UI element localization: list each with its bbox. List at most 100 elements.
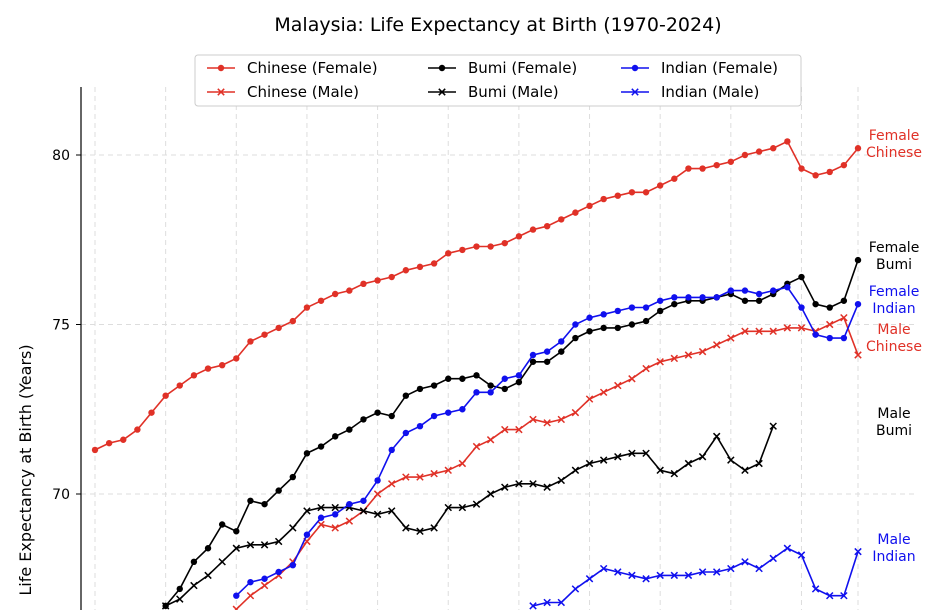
point-indian_male — [783, 544, 792, 552]
point-bumi_female — [346, 426, 353, 433]
point-bumi_female — [656, 307, 664, 315]
end-label-indian_male: Male Indian — [872, 532, 915, 565]
point-chinese_male — [486, 436, 495, 444]
point-bumi_male — [755, 459, 763, 468]
point-bumi_male — [472, 500, 481, 508]
legend-swatch-marker — [438, 88, 446, 96]
point-bumi_female — [558, 348, 565, 355]
point-chinese_male — [458, 459, 467, 468]
point-chinese_male — [345, 517, 354, 525]
point-chinese_female — [572, 209, 579, 216]
point-chinese_male — [246, 591, 255, 600]
point-bumi_male — [416, 527, 424, 536]
point-chinese_male — [854, 351, 862, 359]
point-indian_male — [628, 571, 636, 580]
point-indian_male — [557, 598, 566, 607]
point-chinese_male — [472, 442, 481, 451]
point-indian_female — [614, 307, 621, 315]
point-chinese_female — [826, 168, 833, 176]
y-axis-label: Life Expectancy at Birth (Years) — [16, 344, 35, 595]
point-bumi_male — [585, 459, 594, 468]
point-chinese_female — [642, 189, 650, 196]
point-bumi_male — [712, 432, 721, 441]
series-indian_female — [233, 284, 862, 599]
point-chinese_female — [402, 267, 410, 274]
legend-swatch-marker — [217, 88, 225, 96]
point-chinese_male — [387, 480, 396, 488]
point-indian_male — [585, 575, 594, 583]
point-bumi_female — [402, 392, 410, 399]
point-bumi_female — [374, 409, 381, 416]
point-bumi_female — [360, 416, 367, 423]
point-indian_female — [275, 568, 282, 576]
point-indian_male — [684, 571, 693, 580]
point-bumi_female — [190, 558, 198, 565]
point-indian_male — [769, 554, 777, 563]
legend-swatch-marker — [438, 64, 446, 72]
point-chinese_female — [741, 151, 749, 159]
point-indian_female — [642, 304, 650, 311]
point-chinese_female — [671, 175, 678, 182]
point-chinese_female — [148, 409, 155, 416]
point-bumi_female — [501, 385, 508, 393]
series-chinese_female — [91, 138, 862, 454]
point-bumi_male — [331, 503, 339, 512]
point-chinese_female — [416, 263, 424, 271]
point-bumi_female — [840, 297, 848, 304]
point-bumi_male — [698, 452, 707, 461]
legend-swatch-marker — [217, 64, 225, 72]
legend-label: Bumi (Male) — [468, 83, 559, 101]
point-bumi_male — [529, 480, 537, 488]
point-chinese_female — [346, 287, 353, 294]
point-bumi_male — [769, 422, 777, 430]
point-bumi_male — [486, 490, 495, 498]
point-indian_male — [727, 564, 735, 573]
point-chinese_female — [204, 365, 212, 372]
point-bumi_male — [218, 558, 226, 566]
point-chinese_female — [289, 317, 297, 325]
point-indian_male — [698, 568, 707, 576]
point-chinese_female — [120, 436, 127, 443]
point-chinese_male — [840, 313, 848, 322]
point-chinese_male — [741, 327, 749, 336]
point-bumi_female — [515, 378, 523, 386]
point-indian_male — [571, 585, 580, 593]
point-chinese_male — [373, 490, 382, 498]
y-ticks: 70 75 80 — [52, 148, 81, 503]
point-indian_female — [798, 304, 805, 311]
legend-swatch-marker — [631, 64, 639, 72]
point-chinese_female — [162, 392, 169, 399]
point-chinese_female — [812, 172, 819, 179]
point-chinese_male — [515, 425, 523, 434]
point-bumi_male — [670, 469, 679, 478]
y-tick-label: 70 — [52, 487, 70, 503]
point-chinese_female — [628, 189, 636, 196]
point-chinese_male — [698, 347, 707, 356]
legend-label: Indian (Female) — [661, 59, 778, 77]
point-chinese_male — [232, 605, 241, 613]
point-chinese_male — [260, 581, 269, 590]
point-chinese_female — [247, 338, 254, 345]
point-chinese_female — [430, 260, 438, 267]
point-bumi_male — [599, 456, 608, 464]
point-chinese_female — [190, 372, 198, 379]
point-chinese_female — [275, 324, 282, 332]
legend-item-chinese_female: Chinese (Female) — [207, 59, 378, 77]
point-indian_male — [811, 585, 820, 593]
point-indian_female — [388, 446, 395, 454]
point-indian_female — [332, 511, 339, 518]
point-bumi_female — [218, 521, 226, 528]
point-chinese_male — [416, 473, 424, 481]
point-bumi_female — [303, 450, 311, 457]
point-bumi_male — [176, 595, 184, 603]
point-indian_female — [501, 375, 508, 382]
legend: Chinese (Female) Chinese (Male) Bumi (Fema… — [194, 54, 802, 107]
point-chinese_male — [317, 520, 325, 529]
point-bumi_male — [614, 452, 622, 461]
point-bumi_male — [303, 507, 311, 515]
point-indian_female — [755, 290, 763, 298]
point-chinese_male — [444, 466, 452, 475]
point-indian_female — [784, 284, 791, 291]
point-indian_male — [741, 558, 749, 566]
